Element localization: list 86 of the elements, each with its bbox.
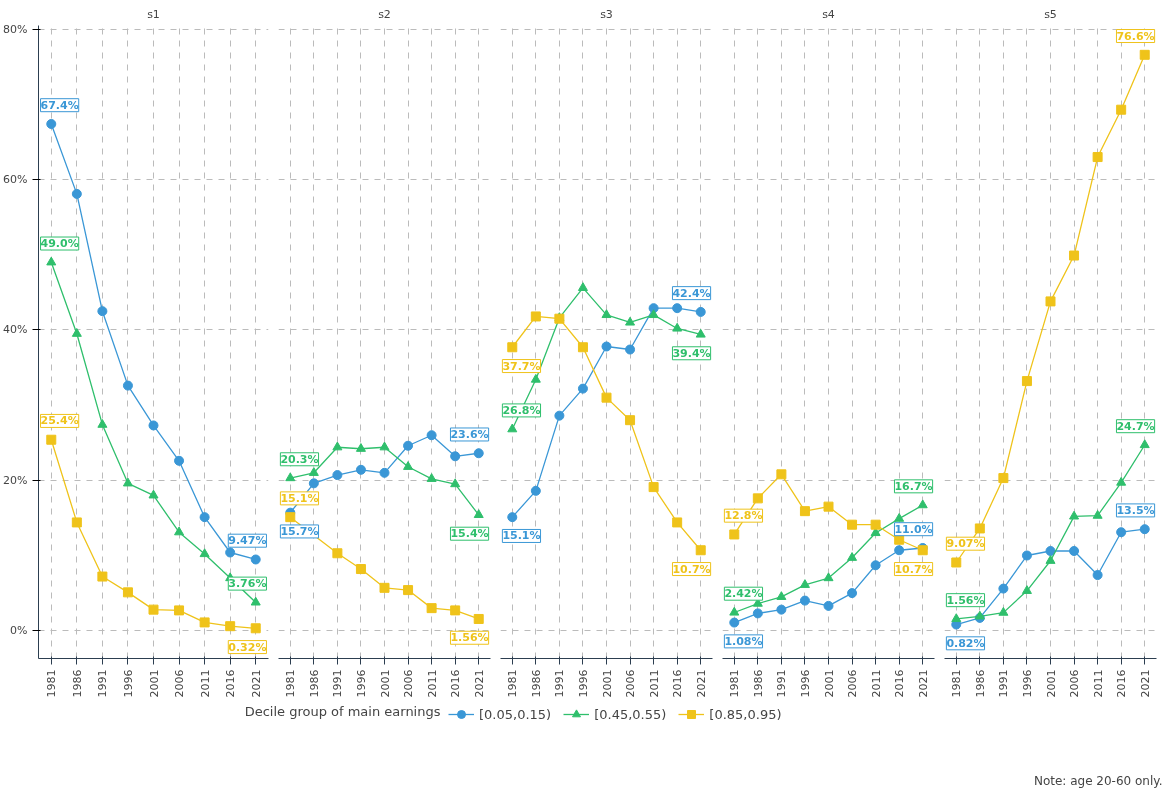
x-tick-label: 2011 [869,669,883,698]
y-tick-label: 0% [10,624,28,638]
x-tick-label: 2021 [472,669,486,698]
x-tick-label: 2006 [173,669,187,698]
x-tick-label: 1991 [331,669,345,698]
x-tick-label: 2016 [1115,669,1129,698]
x-tick-label: 1986 [529,669,543,698]
y-tick-label: 80% [3,22,28,36]
x-tick-label: 1986 [307,669,321,698]
data-label: 24.7% [1116,419,1155,433]
data-label: 76.6% [1116,29,1155,43]
legend-label: [0.45,0.55) [594,706,667,722]
data-label: 12.8% [724,509,763,523]
x-tick-label: 2016 [671,669,685,698]
data-label: 9.47% [228,534,267,548]
y-tick-label: 60% [3,173,28,187]
x-tick-label: 1996 [1020,669,1034,698]
data-label: 9.07% [946,537,985,551]
x-tick-label: 1981 [506,669,520,698]
y-tick-label: 40% [3,323,28,337]
x-tick-label: 2021 [249,669,263,698]
data-label: 16.7% [894,479,933,493]
x-tick-label: 2021 [916,669,930,698]
x-tick-label: 1986 [70,669,84,698]
y-tick-label: 20% [3,473,28,487]
legend-title: Decile group of main earnings [244,704,441,719]
x-tick-label: 1991 [96,669,110,698]
data-label: 13.5% [1116,503,1155,517]
data-label: 42.4% [672,286,711,300]
legend-label: [0.85,0.95) [709,706,782,722]
data-label: 23.6% [450,427,489,441]
x-tick-label: 1981 [950,669,964,698]
x-tick-label: 2001 [1044,669,1058,698]
x-tick-label: 1996 [354,669,368,698]
data-label: 15.4% [450,527,489,541]
x-tick-label: 1996 [121,669,135,698]
x-tick-label: 2006 [624,669,638,698]
x-tick-label: 2016 [893,669,907,698]
x-tick-label: 2021 [1138,669,1152,698]
x-tick-label: 1991 [997,669,1011,698]
x-tick-label: 2011 [198,669,212,698]
data-label: 37.7% [502,359,541,373]
x-tick-label: 2001 [822,669,836,698]
data-label: 15.7% [280,524,319,538]
x-tick-label: 1981 [728,669,742,698]
x-tick-label: 2001 [378,669,392,698]
data-label: 39.4% [672,346,711,360]
x-tick-label: 2011 [647,669,661,698]
x-tick-label: 2016 [449,669,463,698]
x-tick-label: 1981 [45,669,59,698]
x-tick-label: 1981 [284,669,298,698]
chart-title: s4 [822,7,835,21]
x-tick-label: 1991 [775,669,789,698]
x-tick-label: 2011 [425,669,439,698]
data-label: 1.08% [724,634,763,648]
x-tick-label: 2001 [600,669,614,698]
x-tick-label: 2001 [147,669,161,698]
data-label: 10.7% [894,562,933,576]
x-tick-label: 1996 [576,669,590,698]
data-label: 20.3% [280,452,319,466]
chart-title: s5 [1044,7,1057,21]
data-label: 1.56% [946,593,985,607]
data-label: 26.8% [502,403,541,417]
chart-title: s2 [378,7,391,21]
x-tick-label: 2016 [224,669,238,698]
x-tick-label: 1986 [973,669,987,698]
chart-title: s3 [600,7,613,21]
x-tick-label: 1996 [798,669,812,698]
data-label: 11.0% [894,522,933,536]
data-label: 0.82% [946,636,985,650]
data-label: 1.56% [450,631,489,645]
legend-label: [0.05,0.15) [479,706,552,722]
x-tick-label: 2021 [694,669,708,698]
x-tick-label: 2006 [846,669,860,698]
x-tick-label: 2006 [1068,669,1082,698]
x-tick-label: 1991 [553,669,567,698]
x-tick-label: 1986 [751,669,765,698]
chart-title: s1 [147,7,160,21]
data-label: 15.1% [280,491,319,505]
data-label: 10.7% [672,562,711,576]
data-label: 15.1% [502,529,541,543]
data-label: 2.42% [724,587,763,601]
data-label: 3.76% [228,577,267,591]
text: Note: age 20-60 only. [1033,773,1163,788]
x-tick-label: 2006 [402,669,416,698]
x-tick-label: 2011 [1091,669,1105,698]
